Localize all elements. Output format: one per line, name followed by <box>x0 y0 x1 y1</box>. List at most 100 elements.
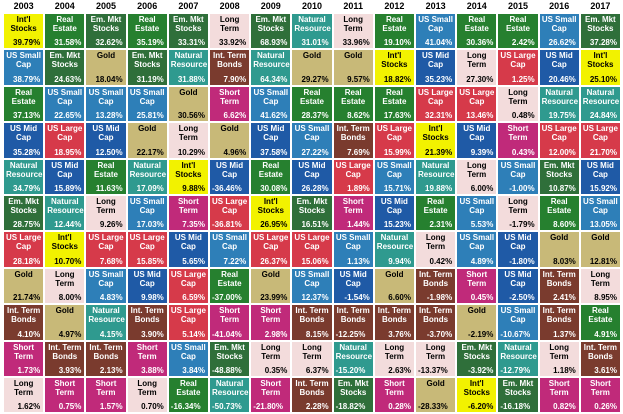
quilt-cell: Int. Term Bonds 1.37% <box>538 304 580 341</box>
quilt-cell: US Mid Cap 35.23% <box>415 49 457 86</box>
asset-class-label: Natural Resource <box>335 342 373 361</box>
quilt-cell: Gold 21.74% <box>3 267 45 305</box>
asset-class-label: Long Term <box>343 15 363 33</box>
return-value: 3.76% <box>388 329 411 339</box>
asset-class-label: US Small Cap <box>459 233 495 252</box>
asset-class-label: Int'l Stocks <box>463 379 490 397</box>
asset-class-label: US Small Cap <box>583 197 618 215</box>
asset-class-label: Short Term <box>548 379 570 397</box>
quilt-cell: Gold 12.81% <box>579 231 621 268</box>
asset-class-label: US Small Cap <box>418 15 453 33</box>
asset-class-label: US Small Cap <box>253 87 289 106</box>
asset-class-label: Em. Mkt Stocks <box>8 197 39 215</box>
asset-class-label: Int. Term Bonds <box>336 306 370 325</box>
asset-class-label: US Large Cap <box>88 233 124 252</box>
return-value: 4.97% <box>58 329 82 339</box>
quilt-cell: US Large Cap -36.81% <box>209 195 251 232</box>
return-value: 8.62% <box>347 111 370 121</box>
asset-class-label: Int. Term Bonds <box>377 306 411 325</box>
asset-class-label: US Mid Cap <box>463 124 491 143</box>
year-header: 2006 <box>137 1 158 11</box>
asset-class-label: Short Term <box>219 87 241 106</box>
quilt-cell: Long Term 1.18% <box>538 340 580 377</box>
quilt-cell: Natural Resource -15.20% <box>332 340 374 377</box>
quilt-cell: Int'l Stocks 9.88% <box>167 158 209 195</box>
return-value: -15.20% <box>335 365 366 375</box>
asset-class-label: US Large Cap <box>418 87 454 106</box>
return-value: 38.79% <box>13 74 41 84</box>
asset-class-label: US Small Cap <box>294 269 330 288</box>
quilt-cell: Short Term 1.73% <box>3 340 45 377</box>
asset-class-label: Real Estate <box>588 306 613 325</box>
quilt-cell: Short Term 6.62% <box>209 85 251 123</box>
asset-class-label: Real Estate <box>93 160 118 179</box>
asset-class-label: Int'l Stocks <box>587 51 614 70</box>
return-value: 13.46% <box>466 111 494 121</box>
asset-class-label: US Large Cap <box>253 233 289 252</box>
return-value: 15.06% <box>301 256 329 266</box>
quilt-cell: Short Term 0.82% <box>538 377 580 414</box>
quilt-cell: Int. Term Bonds 3.61% <box>579 340 621 377</box>
quilt-cell: Int'l Stocks 39.79% <box>3 13 45 50</box>
return-value: -1.79% <box>509 220 535 230</box>
quilt-cell: Em. Mkt Stocks 28.75% <box>3 195 45 232</box>
quilt-cell: Int'l Stocks 25.10% <box>579 49 621 86</box>
quilt-cell: Short Term 1.44% <box>332 195 374 232</box>
asset-class-label: US Mid Cap <box>504 233 532 252</box>
return-value: 5.53% <box>470 220 494 230</box>
return-value: 7.69% <box>347 147 370 157</box>
return-value: 0.70% <box>141 402 164 412</box>
quilt-cell: Natural Resource -12.79% <box>497 340 539 377</box>
return-value: 2.42% <box>511 38 535 48</box>
asset-class-label: Short Term <box>260 379 282 397</box>
asset-class-label: Em. Mkt Stocks <box>131 51 163 70</box>
year-header: 2015 <box>507 1 528 11</box>
year-header: 2009 <box>260 1 281 11</box>
quilt-cell: Natural Resource 64.34% <box>250 49 292 86</box>
quilt-cell: US Small Cap 26.62% <box>538 13 580 50</box>
quilt-cell: US Large Cap 5.14% <box>167 304 209 341</box>
quilt-cell: Short Term 2.98% <box>250 304 292 341</box>
year-header: 2011 <box>343 1 363 11</box>
return-value: 29.27% <box>301 74 329 84</box>
return-value: 33.92% <box>219 38 247 48</box>
return-value: 31.19% <box>136 74 164 84</box>
return-value: 26.95% <box>260 220 288 230</box>
return-value: 9.26% <box>99 220 123 230</box>
asset-class-label: Em. Mkt Stocks <box>337 379 369 397</box>
return-value: 0.75% <box>58 402 82 412</box>
quilt-cell: US Mid Cap 9.98% <box>126 267 168 305</box>
return-value: 7.68% <box>99 256 123 266</box>
quilt-cell: Real Estate 2.31% <box>415 195 457 232</box>
return-value: 24.63% <box>54 74 82 84</box>
return-value: 9.88% <box>182 183 205 193</box>
quilt-cell: Natural Resource 12.44% <box>44 195 86 232</box>
asset-class-label: Int. Term Bonds <box>48 342 82 361</box>
quilt-cell: Int. Term Bonds 2.13% <box>85 340 127 377</box>
return-value: 30.56% <box>177 111 205 121</box>
asset-class-label: US Mid Cap <box>133 269 161 288</box>
asset-class-label: Int. Term Bonds <box>583 342 617 361</box>
return-value: 9.39% <box>470 147 494 157</box>
asset-class-label: US Small Cap <box>294 124 330 143</box>
asset-class-label: US Large Cap <box>47 124 83 143</box>
quilt-cell: Short Term 0.28% <box>373 377 415 414</box>
asset-class-label: Long Term <box>508 87 528 106</box>
quilt-cell: Int'l Stocks 18.82% <box>373 49 415 86</box>
quilt-cell: Long Term 0.35% <box>250 340 292 377</box>
quilt-cell: Gold -2.19% <box>456 304 498 341</box>
quilt-cell: US Small Cap 1.13% <box>332 231 374 268</box>
quilt-cell: Gold 6.60% <box>373 267 415 305</box>
quilt-cell: Int'l Stocks -6.20% <box>456 377 498 414</box>
return-value: 0.26% <box>594 402 617 412</box>
return-value: 39.79% <box>13 38 41 48</box>
quilt-cell: Long Term 8.95% <box>579 267 621 305</box>
quilt-cell: Gold 9.57% <box>332 49 374 86</box>
asset-class-label: Natural Resource <box>541 87 579 106</box>
asset-class-label: Short Term <box>507 124 529 143</box>
return-value: 26.62% <box>548 38 576 48</box>
asset-class-label: Real Estate <box>505 15 530 33</box>
return-value: 4.10% <box>17 329 41 339</box>
quilt-cell: Long Term 10.29% <box>167 122 209 159</box>
asset-class-label: Gold <box>261 269 280 279</box>
